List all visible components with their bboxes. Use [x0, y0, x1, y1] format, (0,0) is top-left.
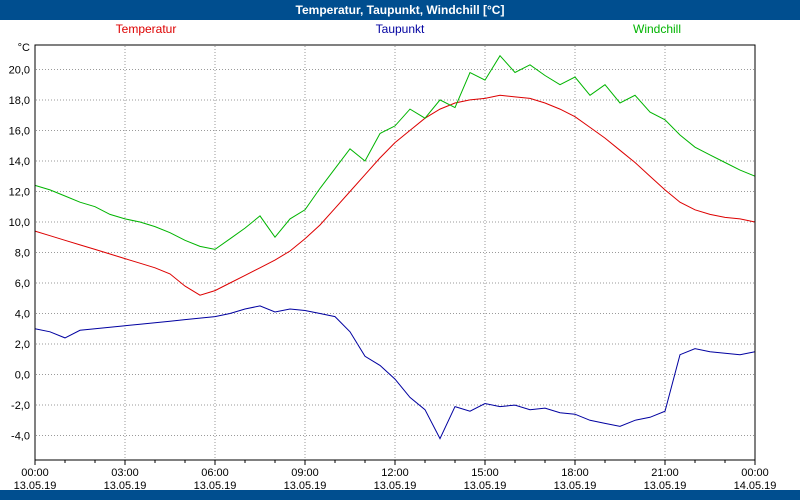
x-tick-time-label: 15:00: [471, 467, 499, 479]
x-tick-date-label: 13.05.19: [644, 480, 687, 490]
x-tick-date-label: 13.05.19: [554, 480, 597, 490]
x-tick-time-label: 21:00: [651, 467, 679, 479]
x-tick-date-label: 13.05.19: [464, 480, 507, 490]
plot-border: [34, 44, 756, 461]
y-tick-label: 0,0: [15, 370, 30, 382]
x-tick-time-label: 00:00: [741, 467, 769, 479]
y-tick-label: 16,0: [9, 125, 30, 137]
legend: Temperatur Taupunkt Windchill: [0, 20, 800, 36]
y-tick-label: -2,0: [11, 400, 30, 412]
bottom-bar: [0, 490, 800, 500]
y-tick-label: 14,0: [9, 156, 30, 168]
legend-temperatur: Temperatur: [115, 22, 177, 36]
x-tick-time-label: 06:00: [201, 467, 229, 479]
y-tick-label: 20,0: [9, 64, 30, 76]
y-tick-label: 10,0: [9, 217, 30, 229]
y-tick-label: 12,0: [9, 186, 30, 198]
y-tick-label: 2,0: [15, 339, 30, 351]
series-line-windchill: [34, 54, 756, 250]
x-tick-time-label: 09:00: [291, 467, 319, 479]
series-line-taupunkt: [34, 305, 756, 440]
x-tick-date-label: 13.05.19: [104, 480, 147, 490]
legend-windchill: Windchill: [632, 22, 682, 36]
y-tick-label: 4,0: [15, 309, 30, 321]
x-tick-date-label: 13.05.19: [194, 480, 237, 490]
y-tick-label: 18,0: [9, 95, 30, 107]
x-tick-time-label: 00:00: [21, 467, 49, 479]
window-title: Temperatur, Taupunkt, Windchill [°C]: [295, 3, 505, 17]
x-tick-time-label: 03:00: [111, 467, 139, 479]
y-axis-unit-label: °C: [18, 42, 30, 54]
x-tick-date-label: 14.05.19: [734, 480, 777, 490]
legend-taupunkt: Taupunkt: [375, 22, 425, 36]
chart-canvas: 20,0 18,0 16,0 14,0 12,0 10,0 8,0 6,0 4,0 2,0 0,0 -…: [9, 42, 777, 490]
y-tick-label: 6,0: [15, 278, 30, 290]
x-tick-date-label: 13.05.19: [14, 480, 57, 490]
x-tick-time-label: 12:00: [381, 467, 409, 479]
series-line-temperatur: [34, 94, 756, 296]
x-tick-date-label: 13.05.19: [374, 480, 417, 490]
y-tick-label: -4,0: [11, 431, 30, 443]
y-tick-label: 8,0: [15, 248, 30, 260]
title-bar: Temperatur, Taupunkt, Windchill [°C]: [0, 0, 800, 20]
x-tick-time-label: 18:00: [561, 467, 589, 479]
x-tick-date-label: 13.05.19: [284, 480, 327, 490]
